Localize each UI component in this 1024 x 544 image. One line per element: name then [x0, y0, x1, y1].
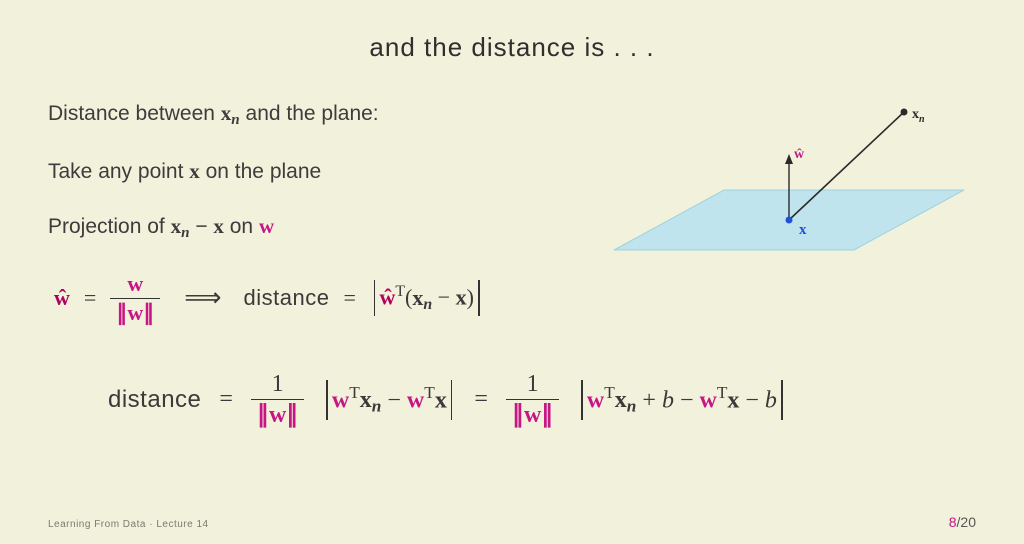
word-distance: distance: [243, 285, 329, 311]
abs-term2: wTxn + b − wTx − b: [577, 380, 786, 420]
frac-1-over-norm: 1 ∥w∥: [251, 371, 304, 429]
frac-num-1b: 1: [521, 371, 545, 399]
point-x: [786, 217, 793, 224]
frac-den-norm2: ∥w∥: [506, 399, 559, 428]
sym-x: x: [189, 159, 200, 183]
sym-xn: xn: [221, 101, 240, 125]
eq: =: [84, 285, 96, 311]
frac-w-over-norm: w ∥w∥: [110, 272, 160, 325]
implies: ⟹: [184, 283, 219, 313]
eq: =: [343, 285, 355, 311]
sym-x3: x: [456, 285, 467, 310]
sup-t: T: [395, 283, 405, 300]
label-w: ŵ: [794, 147, 805, 162]
sym-xn2: xn: [171, 214, 190, 238]
sym-what: ŵ: [54, 285, 70, 311]
page-current: 8: [949, 514, 957, 530]
frac-1-over-norm-2: 1 ∥w∥: [506, 371, 559, 429]
text: Projection of: [48, 215, 171, 238]
w-arrow-head: [785, 154, 793, 164]
page-number: 8/20: [949, 514, 976, 530]
sym-xn3: xn: [412, 285, 432, 310]
frac-den: ∥w∥: [110, 298, 160, 325]
label-x: x: [799, 222, 807, 238]
abs-wtx: ŵT(xn − x): [370, 280, 484, 316]
eq: =: [474, 386, 488, 413]
formula-distance-expanded: distance = 1 ∥w∥ wTxn − wTx = 1 ∥w∥ wTxn…: [108, 371, 976, 429]
text: on: [224, 215, 259, 238]
point-xn: [901, 109, 908, 116]
text: and the plane:: [240, 102, 379, 125]
slide-title: and the distance is . . .: [48, 32, 976, 63]
text: Take any point: [48, 160, 189, 183]
footer-text: Learning From Data · Lecture 14: [48, 519, 209, 530]
sym-what2: ŵ: [379, 285, 395, 310]
eq: =: [219, 386, 233, 413]
sym-w: w: [259, 214, 274, 238]
sym-x2: x: [213, 214, 224, 238]
word-distance2: distance: [108, 386, 201, 414]
minus: −: [189, 215, 213, 238]
plane-diagram: x xn ŵ: [594, 100, 994, 330]
text: on the plane: [200, 160, 321, 183]
frac-num-1: 1: [266, 371, 290, 399]
label-xn: xn: [912, 107, 925, 125]
page-total: /20: [957, 514, 976, 530]
text: Distance between: [48, 102, 221, 125]
slide: and the distance is . . . Distance betwe…: [0, 0, 1024, 544]
frac-den-norm: ∥w∥: [251, 399, 304, 428]
frac-num: w: [121, 272, 149, 298]
abs-term1: wTxn − wTx: [322, 380, 456, 420]
